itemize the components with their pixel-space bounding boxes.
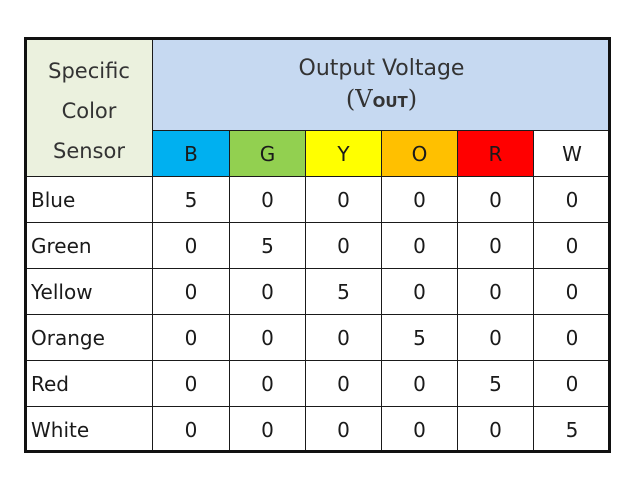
value-cell: 5 — [533, 406, 611, 453]
row-label: Blue — [25, 176, 153, 223]
value-cell: 0 — [305, 406, 382, 453]
corner-header: Specific Color Sensor — [25, 38, 153, 177]
column-header: B — [152, 130, 230, 177]
unit-close: ) — [407, 85, 418, 113]
corner-text: Specific Color Sensor — [48, 58, 130, 163]
value-cell: 5 — [152, 176, 230, 223]
value-cell: 0 — [229, 176, 306, 223]
column-header: R — [457, 130, 534, 177]
value-cell: 0 — [381, 406, 458, 453]
row-label: Orange — [25, 314, 153, 361]
value-cell: 0 — [457, 222, 534, 269]
value-cell: 0 — [533, 222, 611, 269]
value-cell: 0 — [533, 268, 611, 315]
value-cell: 0 — [533, 176, 611, 223]
value-cell: 0 — [305, 222, 382, 269]
column-header: W — [533, 130, 611, 177]
value-cell: 0 — [457, 268, 534, 315]
row-label: Yellow — [25, 268, 153, 315]
value-cell: 0 — [229, 360, 306, 407]
value-cell: 5 — [305, 268, 382, 315]
value-cell: 0 — [152, 222, 230, 269]
value-cell: 0 — [381, 222, 458, 269]
value-cell: 0 — [305, 360, 382, 407]
value-cell: 0 — [457, 314, 534, 361]
column-header: G — [229, 130, 306, 177]
value-cell: 0 — [457, 406, 534, 453]
row-label: Green — [25, 222, 153, 269]
value-cell: 0 — [229, 268, 306, 315]
value-cell: 0 — [533, 360, 611, 407]
value-cell: 0 — [533, 314, 611, 361]
value-cell: 0 — [305, 176, 382, 223]
column-header: O — [381, 130, 458, 177]
value-cell: 0 — [229, 406, 306, 453]
value-cell: 0 — [152, 314, 230, 361]
value-cell: 5 — [229, 222, 306, 269]
group-title: Output Voltage — [298, 56, 465, 81]
value-cell: 0 — [381, 268, 458, 315]
value-cell: 0 — [152, 268, 230, 315]
unit-sub: OUT — [372, 93, 408, 111]
value-cell: 0 — [152, 406, 230, 453]
value-cell: 0 — [229, 314, 306, 361]
value-cell: 0 — [381, 176, 458, 223]
unit: (VOUT) — [346, 85, 417, 113]
row-label: White — [25, 406, 153, 453]
row-label: Red — [25, 360, 153, 407]
value-cell: 0 — [457, 176, 534, 223]
group-header: Output Voltage (VOUT) — [152, 38, 611, 131]
unit-open: (V — [345, 85, 373, 113]
value-cell: 0 — [381, 360, 458, 407]
column-header: Y — [305, 130, 382, 177]
value-cell: 0 — [152, 360, 230, 407]
value-cell: 5 — [381, 314, 458, 361]
value-cell: 0 — [305, 314, 382, 361]
value-cell: 5 — [457, 360, 534, 407]
